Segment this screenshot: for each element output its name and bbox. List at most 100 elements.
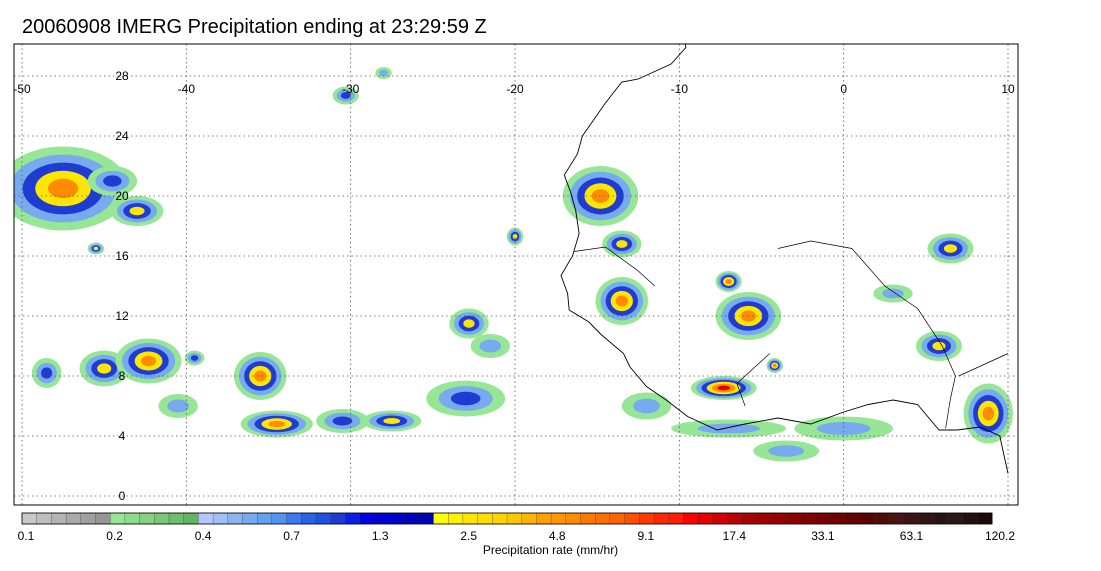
rain-intensity-ring — [943, 244, 958, 253]
rain-intensity-ring — [93, 246, 99, 251]
tick-labels: -50 -40 -30 -20 -10 0 10 28 24 20 16 12 8 4 0 — [13, 69, 1015, 503]
rain-cell — [87, 242, 105, 255]
rain-intensity-ring — [340, 92, 351, 99]
lat-tick-label: 28 — [115, 69, 129, 83]
colorbar-swatch — [21, 512, 38, 525]
colorbar-swatch — [506, 512, 523, 525]
rain-cell — [158, 394, 198, 418]
coastlines — [560, 44, 1009, 474]
rain-cell — [316, 409, 369, 433]
rain-cell — [110, 196, 164, 226]
rain-cell — [715, 271, 742, 292]
colorbar-swatch — [786, 512, 802, 525]
colorbar-swatch — [154, 512, 170, 525]
rain-cell — [115, 338, 182, 384]
colorbar-swatch — [639, 512, 655, 525]
lon-tick-label: -40 — [178, 82, 196, 96]
map-title: 20060908 IMERG Precipitation ending at 2… — [22, 16, 487, 38]
colorbar-tick-label: 0.7 — [283, 529, 300, 543]
colorbar-swatch — [595, 512, 611, 525]
rain-intensity-ring — [615, 295, 628, 307]
rain-cell — [233, 352, 287, 400]
rain-intensity-ring — [450, 391, 481, 406]
rain-layer — [14, 67, 1013, 462]
colorbar-swatch — [933, 512, 949, 525]
rain-cell — [963, 383, 1013, 444]
rain-cell — [375, 67, 392, 79]
rain-intensity-ring — [932, 341, 946, 351]
colorbar-swatch — [771, 512, 787, 525]
colorbar-swatch — [683, 512, 699, 525]
colorbar-swatch — [697, 512, 714, 525]
colorbar-swatch — [257, 512, 273, 525]
lat-tick-label: 16 — [115, 249, 129, 263]
colorbar-swatch — [271, 512, 287, 525]
river-line — [777, 240, 956, 429]
colorbar-swatch — [51, 512, 67, 525]
rain-intensity-ring — [103, 175, 122, 187]
rain-cell — [690, 376, 757, 400]
colorbar-label: Precipitation rate (mm/hr) — [482, 543, 619, 557]
colorbar-tick-label: 0.1 — [18, 529, 35, 543]
colorbar-swatch — [521, 512, 537, 525]
rain-intensity-ring — [816, 421, 871, 436]
colorbar-swatch — [830, 512, 846, 525]
rain-cell — [602, 230, 642, 258]
colorbar-swatch — [403, 512, 420, 525]
rain-cell — [470, 334, 511, 358]
colorbar-swatch — [580, 512, 596, 525]
rain-intensity-ring — [47, 178, 79, 199]
rain-intensity-ring — [463, 319, 475, 328]
lon-tick-label: -10 — [671, 82, 689, 96]
colorbar-tick-label: 120.2 — [985, 529, 1015, 543]
colorbar-tick-label: 17.4 — [723, 529, 747, 543]
colorbar-swatch — [65, 512, 82, 525]
colorbar-tick-label: 63.1 — [900, 529, 924, 543]
colorbar-swatch — [80, 512, 96, 525]
colorbar-swatch — [727, 512, 743, 525]
rain-intensity-ring — [254, 370, 267, 382]
colorbar-swatch — [301, 512, 317, 525]
colorbar-tick-label: 2.5 — [460, 529, 477, 543]
rain-intensity-ring — [383, 418, 401, 424]
colorbar-swatch — [492, 512, 508, 525]
colorbar — [21, 512, 993, 525]
rain-cell — [362, 410, 422, 432]
colorbar-border — [21, 512, 993, 525]
rain-intensity-ring — [633, 398, 660, 414]
colorbar-tick-label: 9.1 — [637, 529, 654, 543]
colorbar-swatch — [462, 512, 479, 525]
colorbar-tick-label: 33.1 — [811, 529, 835, 543]
colorbar-swatch — [874, 512, 890, 525]
rain-cell — [31, 358, 62, 388]
colorbar-swatch — [756, 512, 772, 525]
colorbar-swatch — [962, 512, 978, 525]
colorbar-swatch — [330, 512, 346, 525]
rain-cell — [184, 350, 205, 366]
colorbar-swatch — [168, 512, 185, 525]
colorbar-swatch — [359, 512, 376, 525]
lon-tick-label: 10 — [1001, 82, 1015, 96]
colorbar-swatch — [418, 512, 434, 525]
rain-cell — [621, 392, 672, 420]
rain-intensity-ring — [190, 355, 199, 361]
lon-tick-label: -30 — [342, 82, 360, 96]
rain-intensity-ring — [982, 406, 994, 421]
colorbar-swatch — [565, 512, 581, 525]
rain-cell — [449, 308, 489, 339]
colorbar-swatch — [242, 512, 258, 525]
rain-intensity-ring — [479, 339, 502, 353]
rain-intensity-ring — [772, 363, 777, 368]
rain-cell — [671, 419, 787, 438]
rain-cell — [915, 331, 962, 361]
lat-tick-label: 4 — [119, 429, 126, 443]
rain-cell — [595, 277, 649, 325]
rain-intensity-ring — [379, 69, 389, 77]
lon-tick-label: 0 — [840, 82, 847, 96]
colorbar-tick-label: 0.2 — [106, 529, 123, 543]
colorbar-swatch — [844, 512, 861, 525]
lat-tick-label: 20 — [115, 189, 129, 203]
colorbar-swatch — [433, 512, 449, 525]
colorbar-tick-label: 0.4 — [195, 529, 212, 543]
rain-intensity-ring — [268, 420, 286, 428]
